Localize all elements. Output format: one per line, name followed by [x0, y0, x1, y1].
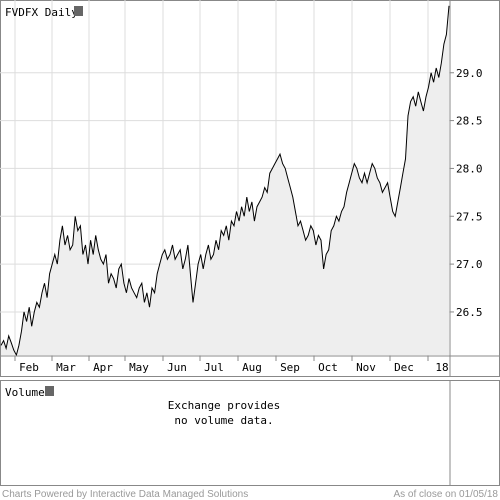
- x-tick-label: Jul: [204, 361, 224, 374]
- x-tick-label: 18: [435, 361, 448, 374]
- x-tick-label: May: [129, 361, 149, 374]
- x-tick-label: Mar: [56, 361, 76, 374]
- volume-label: Volume: [5, 386, 45, 399]
- x-tick-label: Aug: [242, 361, 262, 374]
- volume-message-line2: no volume data.: [174, 414, 273, 427]
- chart-title: FVDFX Daily: [5, 6, 78, 19]
- x-tick-label: Dec: [394, 361, 414, 374]
- price-line: [0, 5, 450, 357]
- x-tick-label: Oct: [318, 361, 338, 374]
- footer-credit: Charts Powered by Interactive Data Manag…: [2, 489, 248, 500]
- x-axis-ticks: Feb Mar Apr May Jun Jul Aug Sep Oct Nov Dec 18: [14, 356, 449, 374]
- y-axis-ticks: 26.5 27.0 27.5 28.0 28.5 29.0: [450, 67, 483, 319]
- x-tick-label: Nov: [356, 361, 376, 374]
- y-tick-label: 29.0: [456, 67, 483, 80]
- x-tick-label: Sep: [280, 361, 300, 374]
- footer-as-of: As of close on 01/05/18: [393, 489, 498, 500]
- x-tick-label: Apr: [93, 361, 113, 374]
- volume-message-line1: Exchange provides: [168, 399, 281, 412]
- y-tick-label: 27.5: [456, 210, 483, 223]
- y-tick-label: 27.0: [456, 258, 483, 271]
- price-area-fill: [1, 5, 449, 356]
- volume-marker-icon: [45, 386, 54, 396]
- y-tick-label: 28.5: [456, 115, 483, 128]
- x-tick-label: Feb: [19, 361, 39, 374]
- y-tick-label: 28.0: [456, 162, 483, 175]
- y-tick-label: 26.5: [456, 306, 483, 319]
- x-tick-label: Jun: [167, 361, 187, 374]
- volume-panel-frame: [0, 380, 500, 486]
- title-marker-icon: [74, 6, 83, 16]
